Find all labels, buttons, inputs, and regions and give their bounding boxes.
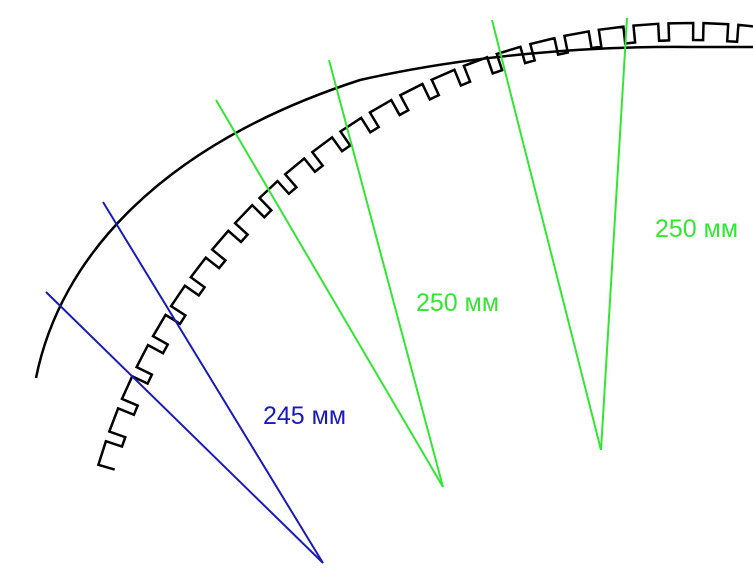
blade-segments-rim <box>96 21 753 471</box>
radius-line-green-3 <box>491 19 602 451</box>
radius-line-blue-2 <box>102 201 324 564</box>
radius-line-green-2 <box>328 59 444 488</box>
radius-line-green-4 <box>600 17 628 451</box>
label-245mm: 245 мм <box>263 402 346 430</box>
label-250mm-middle: 250 мм <box>416 289 499 317</box>
radius-line-green-1 <box>215 99 444 488</box>
label-250mm-right: 250 мм <box>655 215 738 243</box>
radius-line-blue-1 <box>45 291 324 564</box>
blade-inner-arc <box>34 45 753 379</box>
